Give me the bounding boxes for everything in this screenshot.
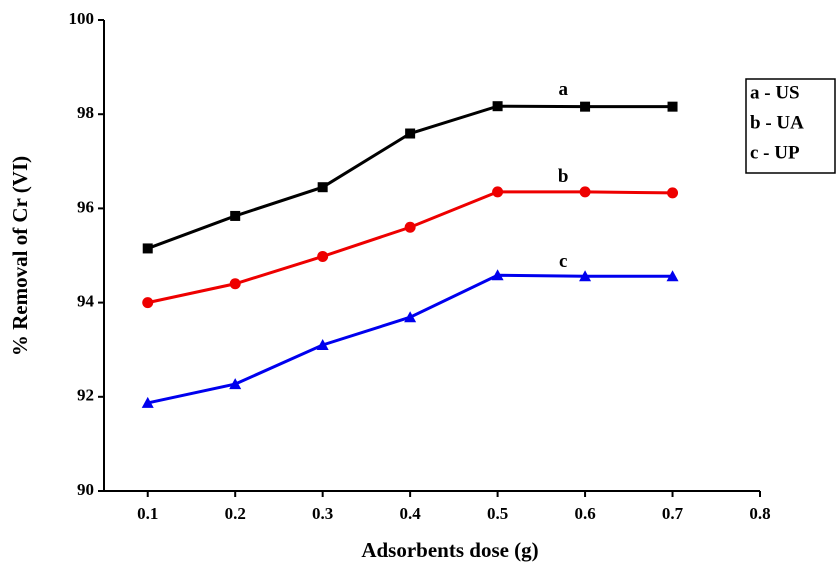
x-tick-label: 0.4 xyxy=(400,504,422,523)
x-tick-label: 0.8 xyxy=(749,504,770,523)
marker xyxy=(492,186,504,198)
y-tick-label: 94 xyxy=(77,292,95,311)
x-tick-label: 0.6 xyxy=(574,504,595,523)
annotation: b xyxy=(558,166,569,187)
marker xyxy=(580,101,591,112)
marker xyxy=(142,243,153,254)
marker xyxy=(317,250,329,262)
annotation: c xyxy=(559,251,567,272)
marker xyxy=(405,128,416,139)
marker xyxy=(142,297,154,309)
x-tick-label: 0.7 xyxy=(662,504,684,523)
x-tick-label: 0.2 xyxy=(225,504,246,523)
marker xyxy=(667,187,679,199)
marker xyxy=(579,270,592,282)
marker xyxy=(230,210,241,221)
y-tick-label: 92 xyxy=(77,386,94,405)
series-line xyxy=(147,190,673,305)
x-axis-label: Adsorbents dose (g) xyxy=(361,538,538,562)
marker xyxy=(317,182,328,193)
series-line xyxy=(147,273,673,405)
marker xyxy=(229,378,242,390)
marker xyxy=(141,396,154,408)
marker xyxy=(404,221,416,233)
x-tick-label: 0.1 xyxy=(137,504,158,523)
legend-box xyxy=(745,78,836,174)
marker xyxy=(316,338,329,350)
legend-label: a - US xyxy=(750,82,800,103)
y-tick-label: 100 xyxy=(69,9,95,28)
marker xyxy=(404,311,417,323)
marker xyxy=(579,186,591,198)
y-tick-label: 98 xyxy=(77,103,94,122)
marker xyxy=(229,278,241,290)
x-tick-label: 0.3 xyxy=(312,504,333,523)
y-axis-label: % Removal of Cr (VI) xyxy=(8,156,32,356)
marker xyxy=(491,269,504,281)
marker xyxy=(667,101,678,112)
legend-label: b - UA xyxy=(750,112,804,133)
legend-label: c - UP xyxy=(750,142,800,163)
y-tick-label: 96 xyxy=(77,197,94,216)
y-tick-label: 90 xyxy=(77,480,94,499)
x-tick-label: 0.5 xyxy=(487,504,508,523)
annotation: a xyxy=(558,79,568,100)
marker xyxy=(666,270,679,282)
marker xyxy=(492,101,503,112)
